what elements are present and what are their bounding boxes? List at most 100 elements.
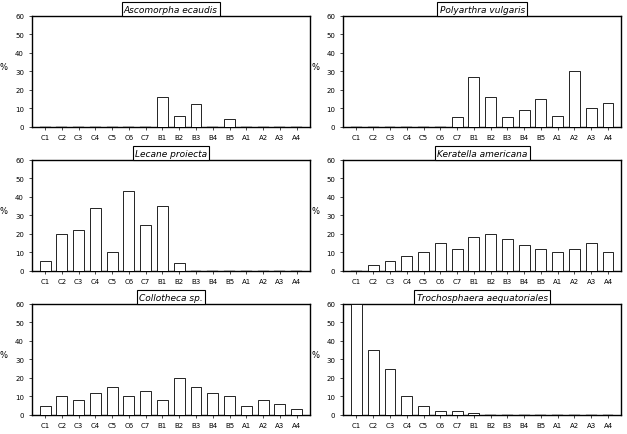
- Bar: [157, 271, 168, 274]
- Bar: [174, 127, 185, 130]
- Bar: [258, 127, 268, 130]
- Title: Trochosphaera aequatoriales: Trochosphaera aequatoriales: [417, 293, 548, 302]
- Bar: [384, 262, 396, 271]
- Bar: [56, 127, 67, 130]
- Title: Polyarthra vulgaris: Polyarthra vulgaris: [440, 6, 525, 14]
- Bar: [40, 262, 51, 271]
- Bar: [73, 415, 84, 418]
- Bar: [485, 127, 496, 130]
- Bar: [384, 127, 396, 130]
- Bar: [435, 271, 446, 274]
- Bar: [73, 400, 84, 415]
- Bar: [208, 271, 218, 274]
- Bar: [140, 225, 151, 271]
- Bar: [468, 415, 479, 418]
- Bar: [40, 127, 51, 130]
- Bar: [157, 98, 168, 127]
- Bar: [157, 207, 168, 271]
- Bar: [191, 387, 201, 415]
- Bar: [90, 271, 101, 274]
- Bar: [468, 78, 479, 127]
- Bar: [157, 400, 168, 415]
- Bar: [586, 271, 597, 274]
- Bar: [468, 271, 479, 274]
- Bar: [485, 234, 496, 271]
- Bar: [174, 116, 185, 127]
- Bar: [384, 271, 396, 274]
- Bar: [107, 415, 118, 418]
- Bar: [241, 415, 252, 418]
- Bar: [90, 127, 101, 130]
- Bar: [384, 369, 396, 415]
- Bar: [291, 409, 302, 415]
- Bar: [552, 253, 563, 271]
- Bar: [124, 396, 134, 415]
- Bar: [174, 378, 185, 415]
- Bar: [418, 253, 429, 271]
- Bar: [401, 256, 412, 271]
- Bar: [552, 127, 563, 130]
- Bar: [451, 127, 463, 130]
- Bar: [435, 243, 446, 271]
- Bar: [275, 127, 285, 130]
- Title: Ascomorpha ecaudis: Ascomorpha ecaudis: [124, 6, 218, 14]
- Bar: [40, 271, 51, 274]
- Bar: [586, 109, 597, 127]
- Bar: [124, 127, 134, 130]
- Bar: [275, 404, 285, 415]
- Bar: [451, 411, 463, 415]
- Bar: [418, 127, 429, 130]
- Bar: [468, 127, 479, 130]
- Bar: [90, 415, 101, 418]
- Bar: [291, 415, 302, 418]
- Bar: [368, 350, 379, 415]
- Title: Keratella americana: Keratella americana: [437, 149, 527, 158]
- Bar: [56, 396, 67, 415]
- Bar: [468, 413, 479, 415]
- Title: Collotheca sp.: Collotheca sp.: [139, 293, 203, 302]
- Bar: [586, 415, 597, 418]
- Bar: [569, 415, 580, 418]
- Bar: [586, 127, 597, 130]
- Bar: [56, 271, 67, 274]
- Bar: [603, 415, 613, 418]
- Bar: [351, 304, 362, 415]
- Bar: [435, 127, 446, 130]
- Bar: [224, 271, 235, 274]
- Bar: [40, 415, 51, 418]
- Bar: [107, 253, 118, 271]
- Bar: [418, 271, 429, 274]
- Bar: [502, 271, 513, 274]
- Bar: [258, 271, 268, 274]
- Bar: [157, 127, 168, 130]
- Bar: [241, 271, 252, 274]
- Bar: [291, 127, 302, 130]
- Bar: [502, 415, 513, 418]
- Bar: [140, 271, 151, 274]
- Bar: [56, 415, 67, 418]
- Bar: [569, 127, 580, 130]
- Bar: [140, 415, 151, 418]
- Bar: [435, 415, 446, 418]
- Bar: [451, 415, 463, 418]
- Bar: [73, 230, 84, 271]
- Y-axis label: %: %: [311, 351, 319, 359]
- Bar: [552, 271, 563, 274]
- Bar: [401, 271, 412, 274]
- Bar: [368, 127, 379, 130]
- Bar: [552, 415, 563, 418]
- Bar: [107, 271, 118, 274]
- Bar: [191, 415, 201, 418]
- Bar: [275, 271, 285, 274]
- Bar: [224, 120, 235, 127]
- Y-axis label: %: %: [0, 351, 8, 359]
- Bar: [451, 271, 463, 274]
- Bar: [224, 127, 235, 130]
- Bar: [535, 249, 546, 271]
- Bar: [258, 400, 268, 415]
- Bar: [603, 271, 613, 274]
- Bar: [107, 387, 118, 415]
- Bar: [291, 271, 302, 274]
- Bar: [351, 415, 362, 418]
- Bar: [384, 415, 396, 418]
